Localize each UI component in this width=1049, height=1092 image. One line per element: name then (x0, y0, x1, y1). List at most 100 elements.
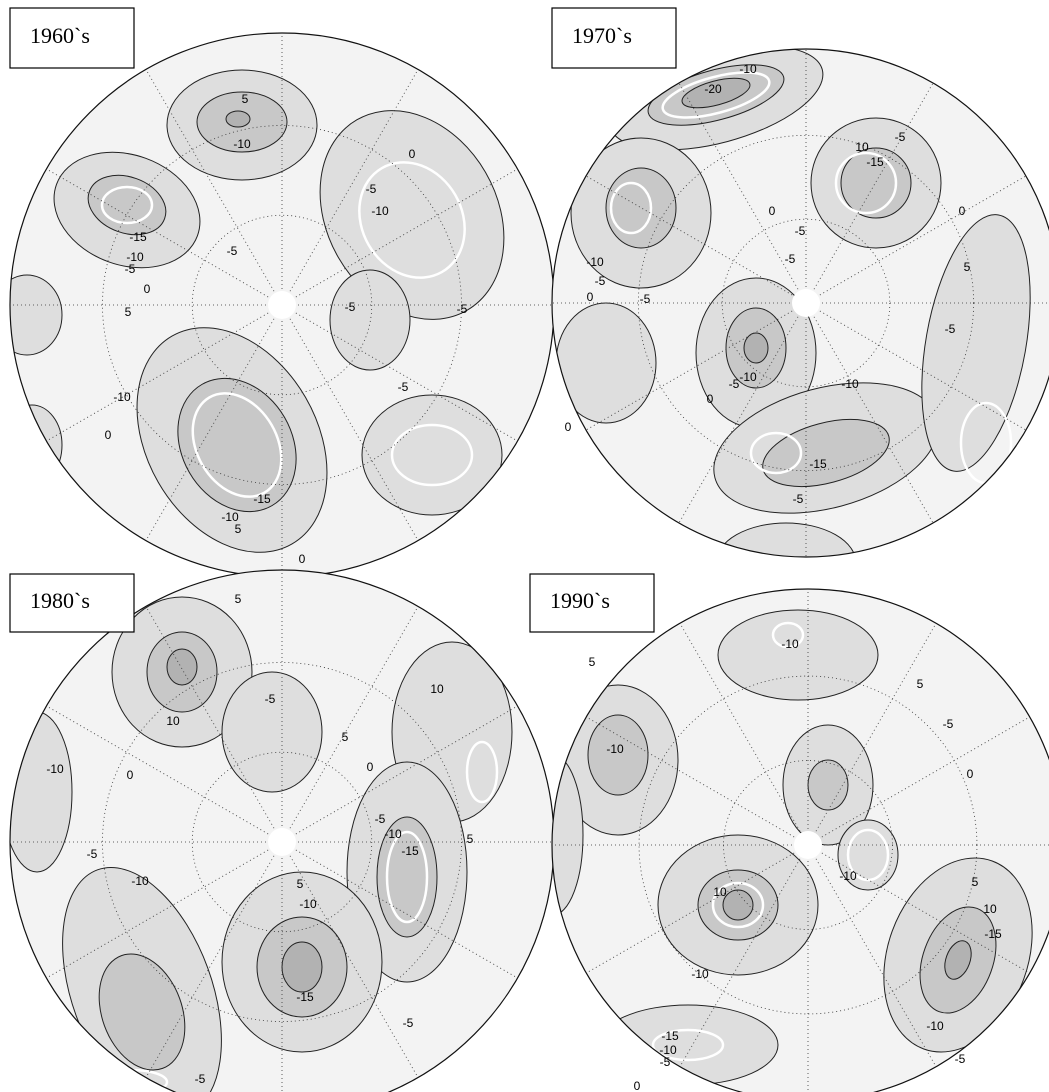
contour-label: 0 (565, 420, 572, 434)
label-box (9, 573, 135, 633)
contour-label: 5 (467, 832, 474, 846)
contour-label: -10 (221, 510, 239, 524)
contour-label: -5 (640, 292, 651, 306)
meridian (586, 716, 809, 846)
contour-label: -10 (299, 897, 317, 911)
contour-label: 0 (769, 204, 776, 218)
white-contour (749, 431, 803, 475)
parallel (102, 125, 462, 485)
anomaly-region (329, 269, 411, 371)
anomaly-region (944, 940, 972, 980)
contour-label: -5 (195, 1072, 206, 1086)
contour-label: 5 (297, 877, 304, 891)
meridian (679, 623, 809, 846)
map-panel (10, 33, 554, 577)
white-contour (661, 71, 771, 119)
contour-label: -5 (403, 1016, 414, 1030)
contour-label: 0 (105, 428, 112, 442)
meridian (145, 69, 283, 306)
contour-label: 0 (634, 1079, 641, 1092)
meridian (807, 844, 937, 1067)
meridian (281, 168, 518, 306)
contour-label: -5 (660, 1055, 671, 1069)
panel-label: 1990`s (550, 588, 610, 613)
contour-label: -5 (457, 302, 468, 316)
panel-label: 1960`s (30, 23, 90, 48)
contour-label: -15 (661, 1029, 679, 1043)
contour-label: 5 (972, 875, 979, 889)
contour-label: -10 (841, 377, 859, 391)
contour-label: -10 (839, 869, 857, 883)
contour-label: -15 (401, 844, 419, 858)
white-contour (100, 185, 154, 225)
contour-label: -10 (659, 1043, 677, 1057)
contour-label: 0 (707, 392, 714, 406)
white-contour (711, 881, 765, 929)
contour-label: 10 (713, 885, 727, 899)
contour-label: -15 (984, 927, 1002, 941)
contour-label: -15 (296, 990, 314, 1004)
contour-label: -5 (793, 492, 804, 506)
meridian (281, 304, 518, 442)
contour-label: -5 (227, 244, 238, 258)
map-panel (552, 589, 1049, 1092)
contour-label: -10 (131, 874, 149, 888)
contour-label: -5 (595, 274, 606, 288)
contour-label: -5 (945, 322, 956, 336)
contour-label: -15 (129, 230, 147, 244)
contour-label: -5 (795, 224, 806, 238)
anomaly-region (605, 167, 677, 249)
contour-label: 0 (959, 204, 966, 218)
pole (268, 291, 296, 319)
anomaly-region (225, 110, 251, 128)
parallel (191, 751, 373, 933)
parallel (637, 134, 975, 472)
contour-label: 0 (144, 282, 151, 296)
meridian (145, 841, 283, 1078)
contour-label: -15 (866, 155, 884, 169)
contour-label: 10 (430, 682, 444, 696)
label-box (551, 7, 677, 69)
meridian (679, 844, 809, 1067)
meridian (281, 304, 419, 541)
white-contour (651, 1028, 725, 1062)
anomaly-region (177, 377, 297, 513)
contour-label: -10 (46, 762, 64, 776)
panel-label: 1970`s (572, 23, 632, 48)
map-outline (551, 588, 1049, 1092)
anomaly-region (319, 110, 505, 320)
label-box (529, 573, 655, 633)
contour-label: -10 (233, 137, 251, 151)
contour-label: -10 (586, 255, 604, 269)
contour-label: 0 (299, 552, 306, 566)
contour-label: -5 (125, 262, 136, 276)
contour-label: 0 (409, 147, 416, 161)
contour-label: -10 (113, 390, 131, 404)
anomaly-region (597, 1004, 779, 1086)
contour-label: 5 (964, 260, 971, 274)
contour-label: -5 (265, 692, 276, 706)
contour-label: -20 (704, 82, 722, 96)
contour-label: -5 (895, 130, 906, 144)
meridian (281, 705, 518, 843)
anomaly-region (717, 609, 879, 701)
contour-label: -15 (253, 492, 271, 506)
contour-label: -5 (955, 1052, 966, 1066)
contour-label: 5 (125, 305, 132, 319)
contour-label: -10 (739, 370, 757, 384)
anomaly-region (361, 394, 503, 516)
meridian (145, 304, 283, 541)
contour-label: -10 (781, 637, 799, 651)
contour-label: -10 (126, 250, 144, 264)
anomaly-region (840, 147, 912, 219)
anomaly-region (221, 671, 323, 793)
white-contour (846, 828, 890, 882)
anomaly-region (10, 404, 63, 486)
contour-label: -5 (366, 182, 377, 196)
anomaly-region (87, 174, 167, 236)
meridian (281, 841, 518, 979)
parallel (191, 214, 373, 396)
white-contour (834, 151, 898, 215)
white-contour (609, 181, 653, 235)
